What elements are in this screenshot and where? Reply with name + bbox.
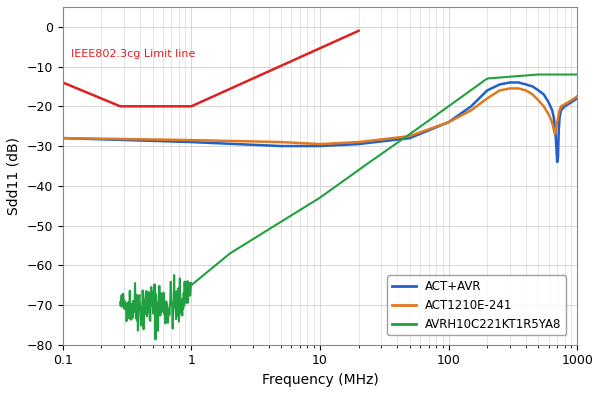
Y-axis label: Sdd11 (dB): Sdd11 (dB) — [7, 137, 21, 215]
Legend: ACT+AVR, ACT1210E-241, AVRH10C221KT1R5YA8: ACT+AVR, ACT1210E-241, AVRH10C221KT1R5YA… — [387, 275, 566, 336]
Text: IEEE802.3cg Limit line: IEEE802.3cg Limit line — [71, 48, 195, 59]
X-axis label: Frequency (MHz): Frequency (MHz) — [262, 373, 378, 387]
